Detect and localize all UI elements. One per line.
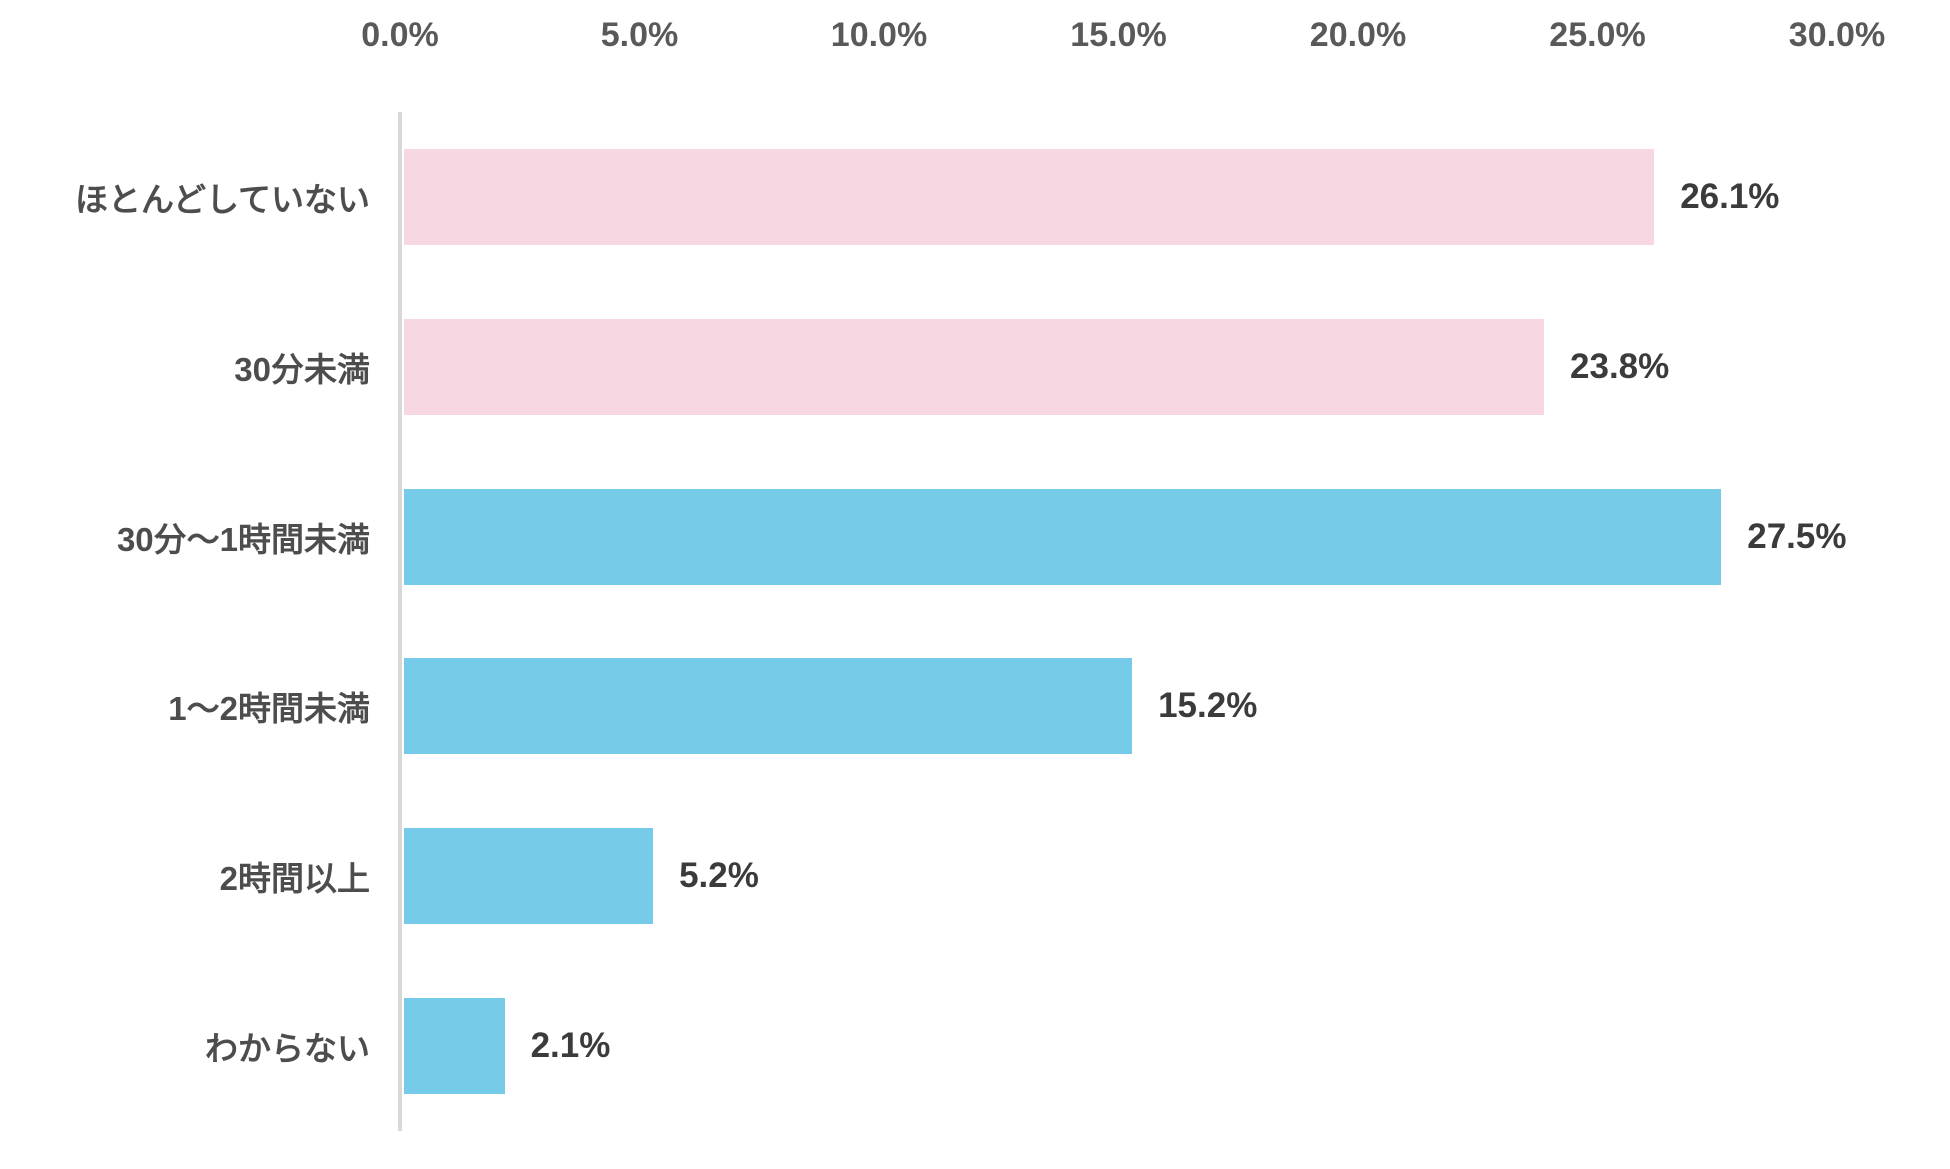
value-label: 23.8% — [1570, 346, 1670, 386]
chart-row: 2時間以上 5.2% — [0, 791, 1950, 961]
y-axis-line — [398, 112, 402, 1131]
value-label: 26.1% — [1680, 176, 1780, 216]
chart-row: ほとんどしていない 26.1% — [0, 112, 1950, 282]
category-label: ほとんどしていない — [74, 180, 370, 218]
value-label: 27.5% — [1747, 516, 1847, 556]
chart-row: 30分未満 23.8% — [0, 282, 1950, 452]
plot-area: ほとんどしていない 26.1% 30分未満 23.8% 30分〜1時間未満 27.5% 1〜… — [0, 112, 1950, 1131]
category-label: わからない — [205, 1030, 370, 1068]
x-axis-tick-label: 15.0% — [1070, 16, 1167, 54]
x-axis-tick-label: 20.0% — [1309, 16, 1407, 54]
x-axis-tick-label: 25.0% — [1549, 16, 1646, 54]
value-label: 15.2% — [1158, 686, 1258, 726]
category-label: 30分〜1時間未満 — [116, 520, 370, 558]
chart-row: わからない 2.1% — [0, 961, 1950, 1131]
category-label: 1〜2時間未満 — [168, 690, 370, 728]
bar — [404, 148, 1655, 245]
x-axis-tick-label: 30.0% — [1788, 16, 1886, 54]
category-label: 30分未満 — [234, 350, 370, 388]
bar — [404, 998, 505, 1095]
category-label: 2時間以上 — [219, 860, 370, 898]
bar — [404, 658, 1133, 755]
value-label: 5.2% — [679, 856, 759, 896]
bar — [404, 318, 1545, 415]
x-axis-tick-label: 0.0% — [361, 16, 439, 54]
value-label: 2.1% — [530, 1026, 611, 1066]
x-axis-tick-label: 5.0% — [600, 16, 679, 54]
chart-row: 1〜2時間未満 15.2% — [0, 621, 1950, 791]
bar — [404, 488, 1722, 585]
x-axis-tick-label: 10.0% — [830, 16, 928, 54]
chart-row: 30分〜1時間未満 27.5% — [0, 452, 1950, 622]
bar — [404, 828, 654, 925]
